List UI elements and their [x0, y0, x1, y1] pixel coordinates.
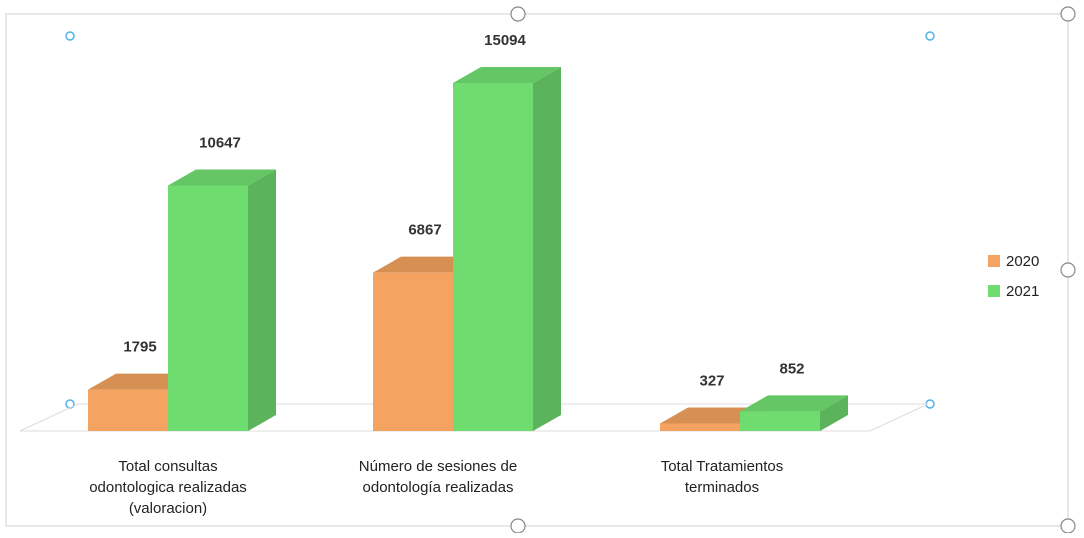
category-label-2-line-0: Total Tratamientos — [661, 458, 784, 475]
resize-handle-3 — [1061, 519, 1075, 533]
category-label-0-line-0: Total consultas — [118, 458, 217, 475]
bar-2020-1 — [373, 273, 453, 431]
legend-swatch-2021 — [988, 285, 1000, 297]
category-label-1-line-1: odontología realizadas — [363, 479, 514, 496]
legend-item-2021: 2021 — [988, 276, 1039, 306]
bar-2021-1 — [453, 83, 533, 431]
plot-handle-0 — [66, 32, 74, 40]
data-label-2020-1: 6867 — [408, 222, 441, 239]
legend-label-2021: 2021 — [1006, 283, 1039, 300]
legend-swatch-2020 — [988, 255, 1000, 267]
bar-side-2021-0 — [248, 170, 276, 431]
category-label-2-line-1: terminados — [685, 479, 759, 496]
data-label-2021-2: 852 — [779, 360, 804, 377]
resize-handle-4 — [511, 519, 525, 533]
data-label-2020-2: 327 — [699, 372, 724, 389]
data-label-2021-0: 10647 — [199, 135, 241, 152]
legend-item-2020: 2020 — [988, 246, 1039, 276]
bar-2021-0 — [168, 186, 248, 431]
legend: 2020 2021 — [988, 246, 1039, 306]
legend-label-2020: 2020 — [1006, 253, 1039, 270]
data-label-2020-0: 1795 — [123, 339, 156, 356]
plot-handle-1 — [926, 32, 934, 40]
category-label-1-line-0: Número de sesiones de — [359, 458, 517, 475]
resize-handle-2 — [1061, 263, 1075, 277]
bar-side-2021-1 — [533, 67, 561, 431]
resize-handle-0 — [511, 7, 525, 21]
bar-2020-0 — [88, 390, 168, 431]
category-label-0-line-2: (valoracion) — [129, 500, 207, 517]
bar-2021-2 — [740, 411, 820, 431]
data-label-2021-1: 15094 — [484, 32, 526, 49]
bar-2020-2 — [660, 423, 740, 431]
resize-handle-1 — [1061, 7, 1075, 21]
category-label-0-line-1: odontologica realizadas — [89, 479, 247, 496]
